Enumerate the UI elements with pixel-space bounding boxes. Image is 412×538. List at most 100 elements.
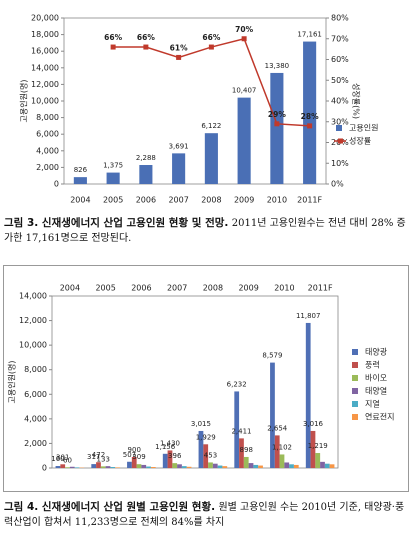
x-tick-label: 2009 <box>234 196 254 205</box>
legend-label: 바이오 <box>365 373 387 383</box>
y-tick-label: 14,000 <box>19 292 47 301</box>
y2-axis-label: 성장률(%) <box>352 83 362 119</box>
bar <box>239 438 244 468</box>
line-marker <box>208 44 214 50</box>
data-label: 898 <box>240 446 253 454</box>
bar <box>91 464 97 468</box>
legend-swatch <box>352 349 358 355</box>
data-label: 1,430 <box>160 439 180 447</box>
data-label: 472 <box>92 451 105 459</box>
y-tick-label: 20,000 <box>31 14 59 23</box>
plot-area <box>63 17 327 185</box>
data-label: 826 <box>74 166 88 174</box>
bar <box>131 456 137 468</box>
bar <box>167 450 173 468</box>
data-label: 66% <box>137 33 155 42</box>
x-tick-label: 2011F <box>297 196 322 205</box>
y-tick-label: 2,000 <box>24 439 47 448</box>
bar <box>208 462 213 468</box>
x-tick-label: 2006 <box>136 196 156 205</box>
data-label: 2,288 <box>136 154 156 162</box>
data-label: 1,375 <box>103 162 123 170</box>
data-label: 1,929 <box>196 433 216 441</box>
bar <box>55 466 61 468</box>
y-tick-label: 16,000 <box>31 47 59 56</box>
bar <box>279 454 285 468</box>
x-tick-label: 2010 <box>267 196 287 205</box>
bar <box>293 464 299 468</box>
bar <box>73 177 87 184</box>
line-marker <box>274 121 280 127</box>
caption-text: 원별 고용인원 수는 2010년 기준, 태양광·풍력산업이 합쳐서 11,23… <box>4 502 405 528</box>
bar <box>69 466 75 468</box>
data-label: 29% <box>268 110 286 119</box>
y2-tick-label: 80% <box>331 14 349 23</box>
y2-tick-label: 10% <box>331 159 349 168</box>
data-label: 453 <box>204 451 217 459</box>
x-tick-label: 2004 <box>60 284 80 293</box>
x-tick-label: 2010 <box>274 284 294 293</box>
data-label: 6,232 <box>227 380 247 388</box>
data-label: 3,691 <box>169 142 189 150</box>
data-label: 66% <box>104 33 122 42</box>
data-label: 8,579 <box>262 352 282 360</box>
data-label: 1,156 <box>155 443 176 451</box>
data-label: 900 <box>128 446 141 454</box>
bar <box>96 462 101 468</box>
y2-tick-label: 40% <box>331 97 349 106</box>
bar <box>305 322 311 468</box>
line-marker <box>307 123 313 129</box>
bar <box>204 133 218 184</box>
y2-tick-label: 70% <box>331 34 349 43</box>
data-label: 3,016 <box>303 420 324 428</box>
data-label: 11,807 <box>296 312 321 320</box>
y-tick-label: 12,000 <box>31 80 59 89</box>
bar <box>303 41 317 184</box>
y-tick-label: 4,000 <box>24 414 47 423</box>
y-tick-label: 6,000 <box>36 130 59 139</box>
legend-label: 태양광 <box>365 347 388 357</box>
y-tick-label: 14,000 <box>31 63 59 72</box>
bar <box>172 153 186 184</box>
bar <box>324 463 330 468</box>
bar <box>60 464 66 468</box>
y-tick-label: 8,000 <box>24 365 47 374</box>
x-tick-label: 2005 <box>103 196 123 205</box>
x-tick-label: 2006 <box>131 284 151 293</box>
bar <box>127 461 132 468</box>
bar <box>284 462 290 468</box>
data-label: 309 <box>132 453 145 461</box>
data-label: 507 <box>123 451 136 459</box>
line-marker <box>176 54 182 60</box>
legend-label: 지열 <box>365 400 380 409</box>
bar <box>141 464 147 468</box>
y-tick-label: 10,000 <box>31 97 59 106</box>
data-label: 28% <box>301 112 319 121</box>
data-label: 301 <box>56 453 69 461</box>
data-label: 60 <box>63 456 72 464</box>
bar <box>243 456 249 468</box>
bar <box>65 467 70 468</box>
data-label: 6,122 <box>201 122 221 130</box>
x-tick-label: 2005 <box>95 284 115 293</box>
plot-area <box>51 295 339 469</box>
y-tick-label: 10,000 <box>19 341 47 350</box>
bar <box>105 466 111 468</box>
y-tick-label: 6,000 <box>24 390 47 399</box>
legend-swatch <box>338 138 343 144</box>
bar <box>115 467 120 468</box>
data-label: 3,015 <box>191 420 211 428</box>
y-axis-label: 고용인원(명) <box>7 360 17 403</box>
bar <box>270 362 275 468</box>
x-tick-label: 2008 <box>201 196 221 205</box>
data-label: 2,411 <box>231 427 251 435</box>
bar <box>139 165 153 184</box>
bar <box>315 453 321 468</box>
legend-swatch <box>352 362 358 368</box>
bar <box>110 467 116 468</box>
bar <box>186 466 192 468</box>
data-label: 66% <box>202 33 220 42</box>
legend-swatch <box>352 375 358 381</box>
y-tick-label: 8,000 <box>36 113 59 122</box>
